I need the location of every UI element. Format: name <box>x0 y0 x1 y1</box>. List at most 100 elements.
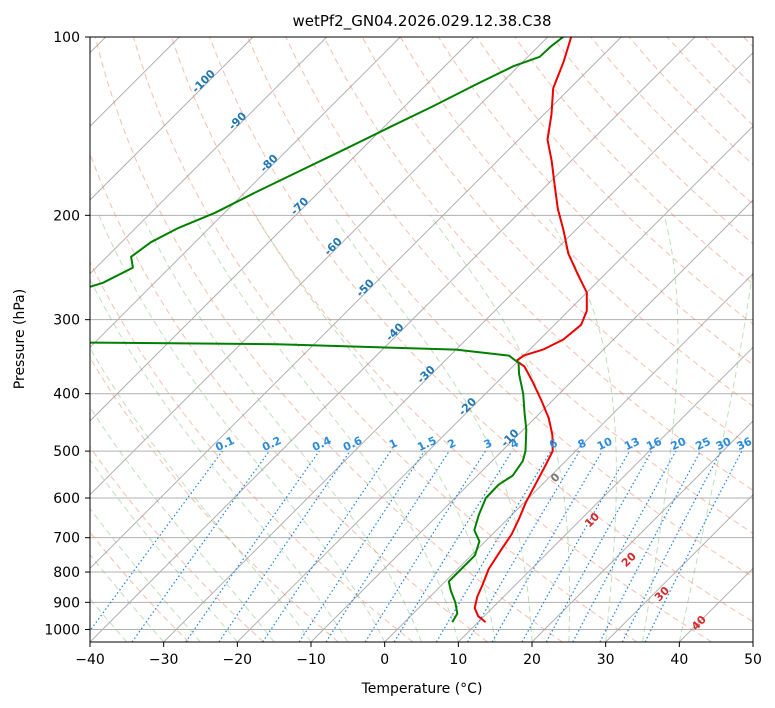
background-lines <box>90 37 753 642</box>
dry-adiabat-line <box>704 37 753 87</box>
dry-adiabat-line <box>90 356 339 642</box>
plot-frame <box>89 36 754 643</box>
mixing-ratio-line <box>262 450 392 642</box>
mixing-ratio-label: 3 <box>482 436 494 451</box>
dry-adiabat-label: -70 <box>288 194 311 217</box>
isotherm-line <box>236 125 753 642</box>
moist-adiabat-line <box>141 215 422 642</box>
dry-adiabat-line <box>90 446 264 642</box>
mixing-ratio-line <box>545 450 653 642</box>
isotherm-line <box>752 641 753 642</box>
isotherm-line <box>163 51 753 642</box>
mixing-ratio-label: 16 <box>644 435 664 453</box>
dry-adiabat-line <box>247 37 753 578</box>
y-tick-label: 1000 <box>44 622 80 638</box>
moist-adiabat-line <box>332 215 533 642</box>
mixing-ratio-label: 13 <box>622 435 641 453</box>
dry-adiabat-label: -80 <box>257 152 280 175</box>
mixing-ratio-line <box>185 450 320 642</box>
chart-title: wetPf2_GN04.2026.029.12.38.C38 <box>292 12 551 31</box>
x-tick-label: −20 <box>223 652 253 668</box>
isotherm-line <box>605 493 753 642</box>
dry-adiabat-line <box>437 37 753 366</box>
dry-adiabat-line <box>590 37 753 205</box>
mixing-ratio-label: 10 <box>595 435 615 453</box>
mixing-ratio-line <box>572 450 677 642</box>
y-tick-label: 800 <box>53 565 80 581</box>
mixing-ratio-label: 2 <box>446 436 458 451</box>
isotherm-line <box>457 346 753 642</box>
y-tick-label: 600 <box>53 491 80 507</box>
dry-adiabat-label: -90 <box>226 109 249 132</box>
moist-adiabat-line <box>642 215 679 642</box>
y-tick-label: 900 <box>53 595 80 611</box>
mixing-ratio-line <box>131 450 270 642</box>
moist-adiabat-line <box>429 215 571 642</box>
moist-adiabat-line <box>546 215 617 642</box>
moist-adiabat-label: 30 <box>652 584 672 604</box>
moist-adiabat-line <box>90 347 312 642</box>
mixing-ratio-line <box>521 450 631 642</box>
x-tick-label: −30 <box>149 652 179 668</box>
moist-adiabat-line <box>192 215 459 642</box>
mixing-ratio-line <box>218 450 351 642</box>
x-tick-label: 40 <box>670 652 688 668</box>
temperature-profile-line <box>473 37 588 623</box>
x-tick-label: 30 <box>597 652 615 668</box>
x-tick-label: 0 <box>380 652 389 668</box>
dry-adiabat-line <box>132 37 638 642</box>
dry-adiabat-line <box>476 37 753 325</box>
isotherm-line <box>90 37 622 570</box>
dry-adiabat-label: -20 <box>456 395 479 418</box>
mixing-ratio-line <box>435 450 552 642</box>
mixing-ratio-line <box>90 450 223 632</box>
x-tick-label: −10 <box>296 652 326 668</box>
dry-adiabat-line <box>323 37 753 491</box>
dewpoint-profile-line <box>90 37 564 623</box>
isotherm-line <box>90 37 475 422</box>
dry-adiabat-line <box>94 37 563 642</box>
x-tick-label: −40 <box>75 652 105 668</box>
dry-adiabat-line <box>743 37 753 48</box>
mixing-ratio-label: 1 <box>387 436 399 451</box>
y-axis-label: Pressure (hPa) <box>12 289 28 389</box>
mixing-ratio-label: 6 <box>547 436 560 451</box>
dry-adiabat-line <box>90 260 414 642</box>
isotherm-line <box>310 199 753 642</box>
x-axis-label: Temperature (°C) <box>361 681 483 697</box>
mixing-ratio-label: 25 <box>693 435 712 453</box>
x-tick-label: 20 <box>523 652 541 668</box>
dry-adiabat-line <box>90 152 488 642</box>
mixing-ratio-line <box>393 450 513 642</box>
isotherm-line <box>384 272 753 642</box>
dry-adiabat-line <box>285 37 753 535</box>
mixing-ratio-line <box>644 450 743 642</box>
dry-adiabat-line <box>666 37 753 126</box>
isotherm-line <box>90 37 549 496</box>
moist-adiabat-label: 10 <box>582 510 602 530</box>
moist-adiabat-line <box>90 459 238 642</box>
isotherm-line <box>90 37 696 642</box>
dry-adiabat-line <box>209 37 753 623</box>
x-tick-label: 50 <box>744 652 762 668</box>
mixing-ratio-line <box>466 450 580 642</box>
dry-adiabat-line <box>552 37 753 245</box>
dry-adiabat-label: -60 <box>322 235 345 258</box>
moist-adiabat-line <box>98 215 386 642</box>
mixing-ratio-line <box>364 450 486 642</box>
mixing-ratio-line <box>298 450 425 642</box>
isotherm-line <box>531 420 753 642</box>
dry-adiabat-label: -50 <box>354 276 377 299</box>
dry-adiabat-line <box>514 37 753 285</box>
moist-adiabat-line <box>90 553 165 642</box>
series-layer <box>90 37 588 623</box>
mixing-ratio-line <box>599 450 702 642</box>
y-tick-label: 200 <box>53 208 80 224</box>
mixing-ratio-label: 36 <box>735 435 755 453</box>
isotherm-line <box>678 567 753 642</box>
mixing-ratio-label: 20 <box>669 435 689 453</box>
dry-adiabat-label: -40 <box>383 320 406 343</box>
mixing-ratio-label: 30 <box>714 435 734 453</box>
y-tick-label: 700 <box>53 531 80 547</box>
